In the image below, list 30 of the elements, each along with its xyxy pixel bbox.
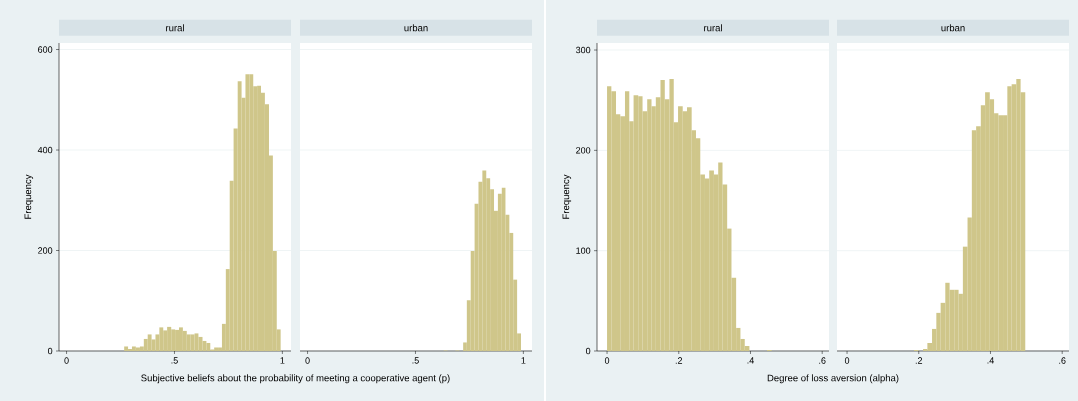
chart-title: rural — [704, 24, 722, 32]
y-tick-label: 0 — [586, 347, 591, 355]
x-tick-label: 0 — [604, 357, 610, 364]
x-tick-label: .5 — [412, 357, 419, 364]
chart-title: urban — [941, 24, 965, 32]
x-tick-label: .6 — [1059, 357, 1066, 364]
y-axis-title: Frequency — [24, 174, 34, 219]
y-tick-label: 100 — [576, 247, 591, 254]
y-tick-label: 0 — [47, 347, 53, 355]
x-tick-label: .6 — [819, 357, 826, 364]
x-axis-title: Subjective beliefs about the probability of meeting a cooperative agent (p) — [141, 374, 450, 384]
y-tick-label: 400 — [37, 146, 53, 154]
x-tick-label: 0 — [305, 357, 310, 364]
x-tick-label: .5 — [171, 357, 178, 364]
x-tick-label: 1 — [521, 357, 526, 364]
chart-title: rural — [166, 24, 184, 32]
chart-title: urban — [404, 24, 428, 32]
x-tick-label: 0 — [844, 357, 850, 364]
x-tick-label: .2 — [915, 357, 923, 364]
x-tick-label: 0 — [64, 357, 69, 364]
x-tick-label: .4 — [747, 357, 754, 364]
x-tick-label: 1 — [280, 357, 285, 364]
y-tick-label: 600 — [38, 46, 53, 53]
y-axis-title: Frequency — [562, 174, 572, 219]
x-tick-label: .2 — [675, 357, 683, 364]
y-tick-label: 300 — [575, 46, 591, 54]
x-tick-label: .4 — [987, 357, 994, 364]
y-tick-label: 200 — [38, 247, 53, 254]
y-tick-label: 200 — [576, 147, 591, 154]
x-axis-title: Degree of loss aversion (alpha) — [767, 374, 899, 384]
